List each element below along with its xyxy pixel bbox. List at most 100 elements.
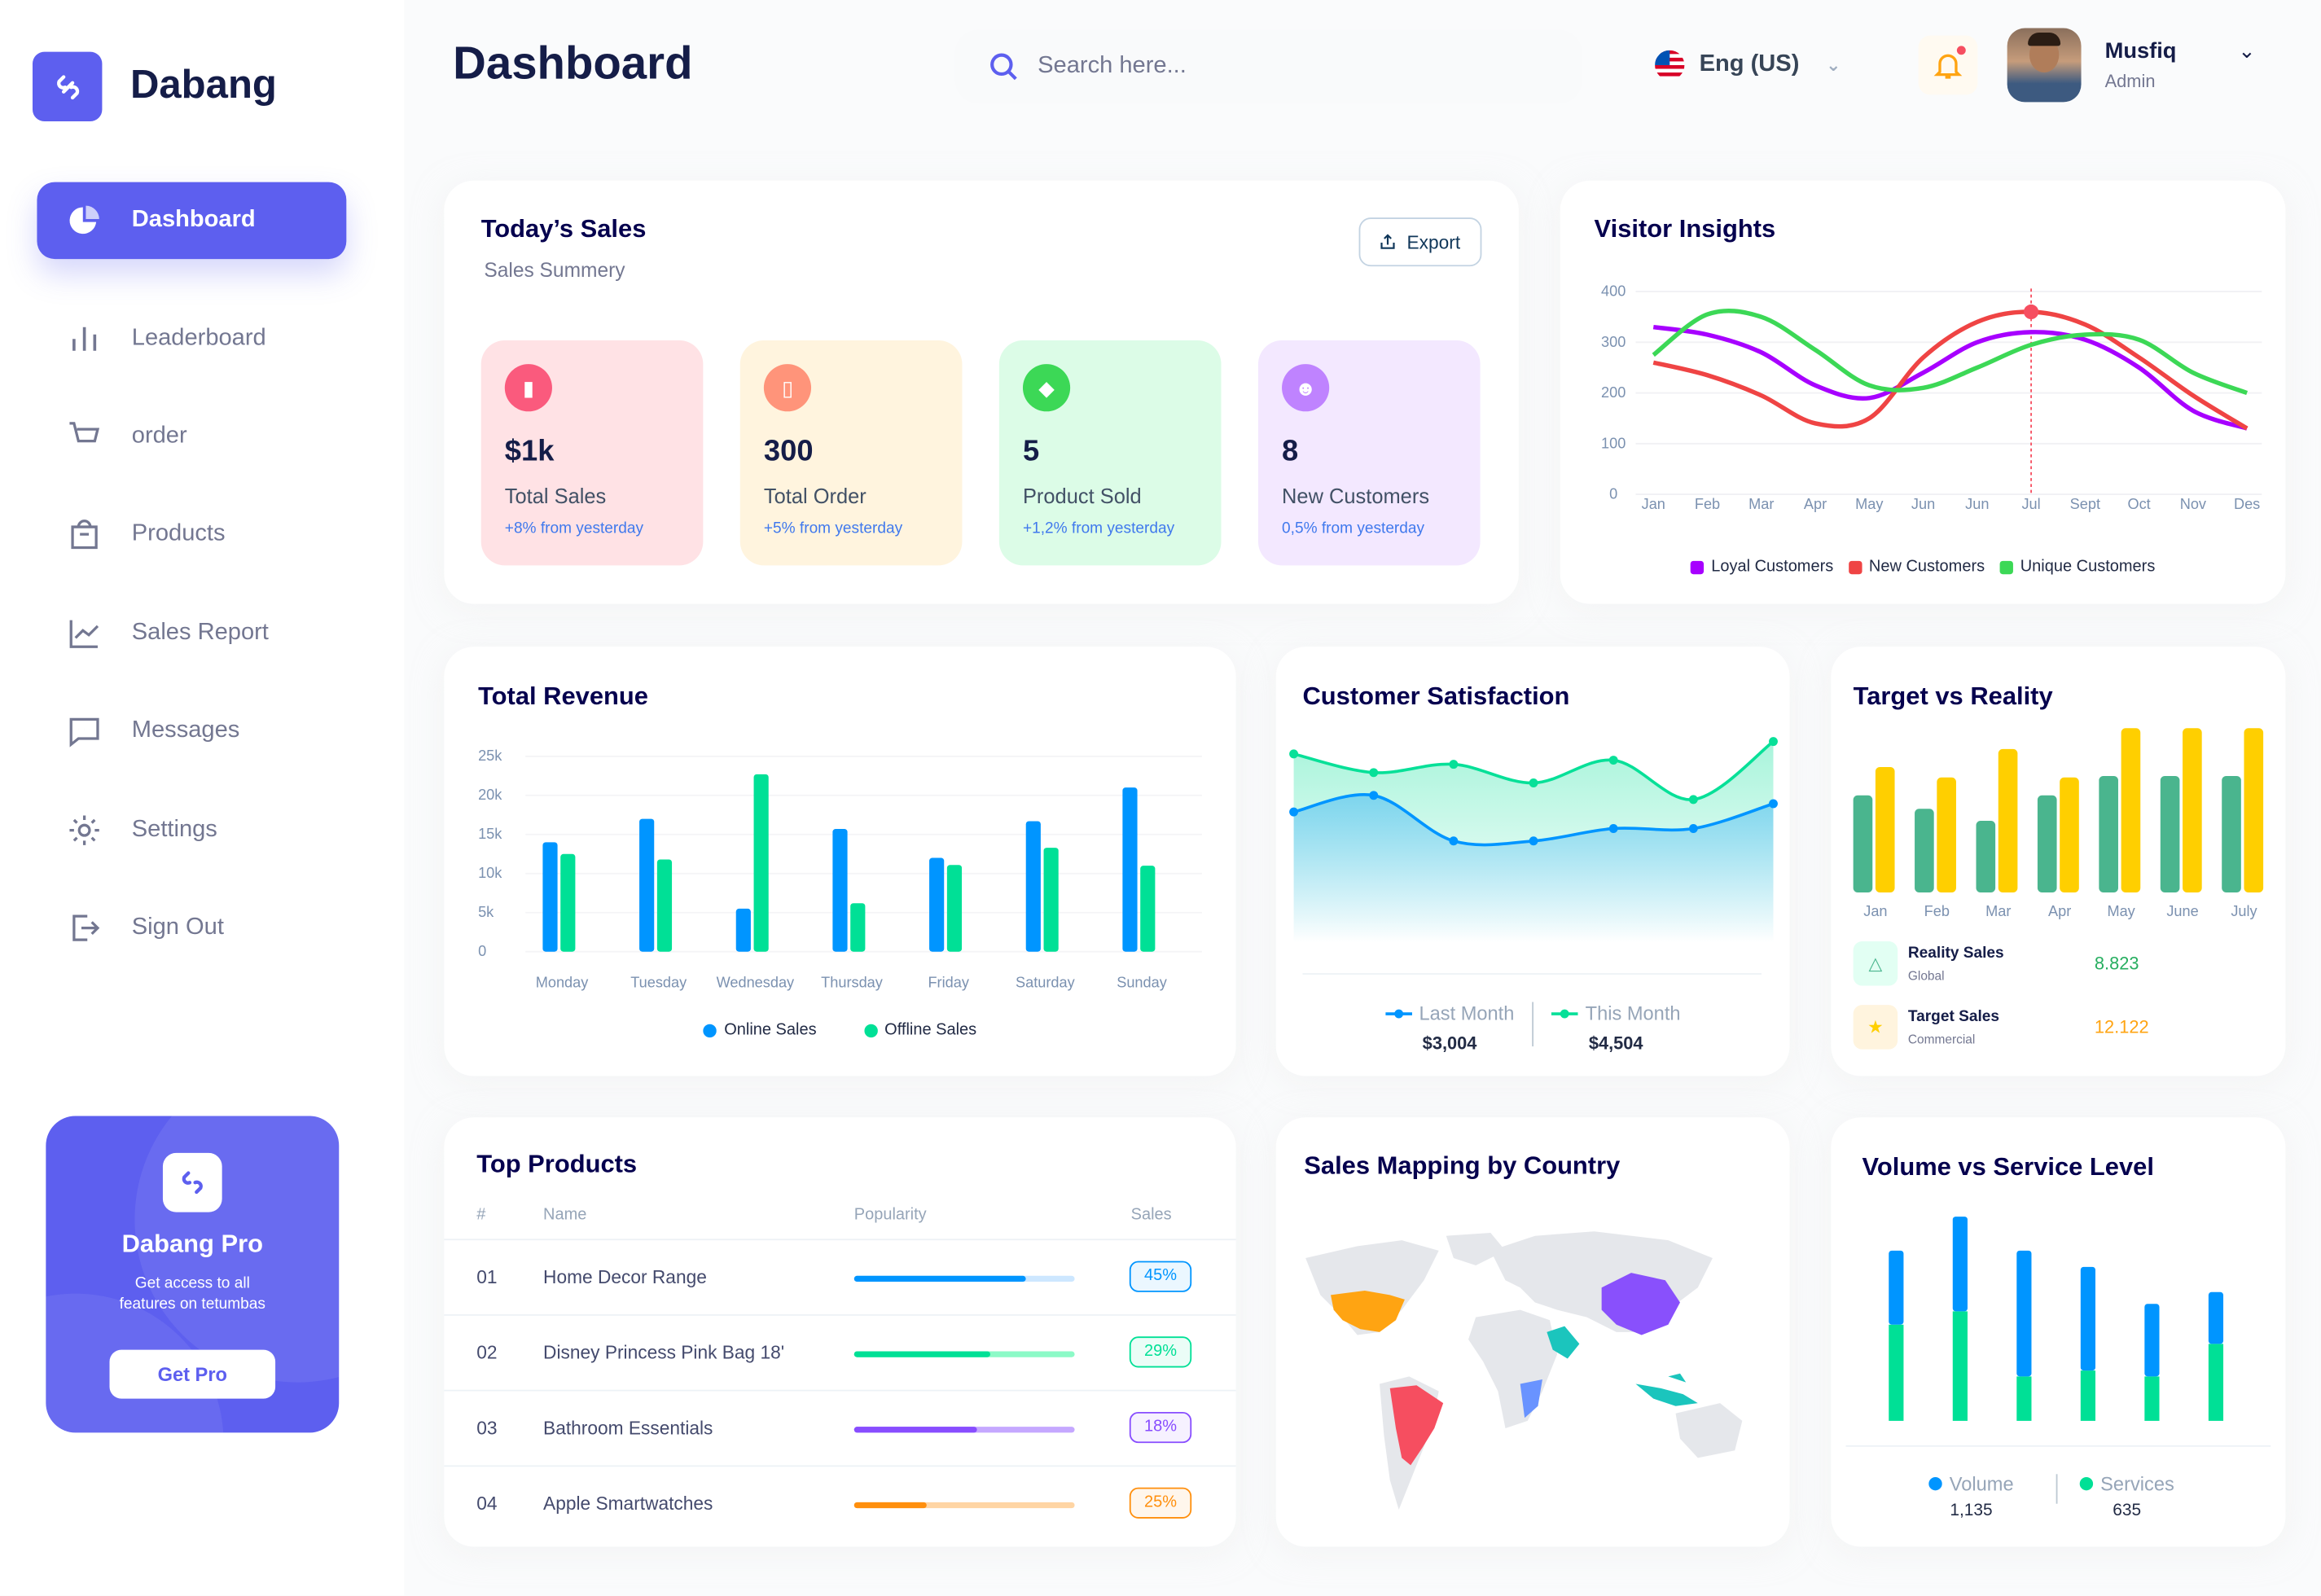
sidebar-item-messages[interactable]: Messages [37, 693, 346, 770]
customer-satisfaction-card: Customer Satisfaction Last Month $3,004 Th… [1275, 647, 1790, 1076]
stat-value: 5 [1022, 435, 1040, 468]
sidebar-item-leaderboard[interactable]: Leaderboard [37, 300, 346, 378]
data-point [1769, 799, 1778, 809]
sidebar-item-order[interactable]: order [37, 398, 346, 476]
x-tick-label: Sunday [1117, 974, 1168, 990]
stat-change: 0,5% from yesterday [1282, 519, 1425, 537]
x-tick-label: Nov [2180, 496, 2207, 512]
map-region-usa[interactable] [1331, 1290, 1405, 1332]
legend-item[interactable]: Last Month $3,004 [1384, 1002, 1514, 1054]
legend-total: $3,004 [1422, 1033, 1477, 1054]
legend-label: Unique Customers [2020, 558, 2156, 577]
legend-swatch [1690, 559, 1705, 574]
legend-item[interactable]: Online Sales [703, 1021, 817, 1039]
data-point [1529, 836, 1538, 846]
data-point [1688, 824, 1698, 833]
stat-change: +8% from yesterday [504, 519, 644, 537]
data-point [1608, 824, 1618, 833]
promo-text: Get access to all features on tetumbas [119, 1274, 265, 1313]
legend-label: Volume [1949, 1472, 2014, 1495]
volume-vs-service-chart [1845, 1217, 2271, 1447]
stat-label: New Customers [1282, 484, 1430, 508]
x-tick-label: Jun [1911, 496, 1935, 512]
export-button[interactable]: Export [1358, 217, 1482, 267]
stat-card-product-sold: ◆ 5 Product Sold +1,2% from yesterday [998, 340, 1222, 566]
user-menu-chevron-icon[interactable]: ⌄ [2238, 38, 2256, 63]
stat-label: Product Sold [1022, 484, 1142, 508]
x-tick-label: Mar [1985, 903, 2011, 919]
stat-value: 300 [763, 435, 814, 468]
legend-item[interactable]: Offline Sales [863, 1021, 976, 1039]
series-line-unique-customers [1652, 309, 2249, 396]
series-line-new-customers [1652, 309, 2249, 431]
x-tick-label: May [2107, 903, 2135, 919]
bar-offline-sales [946, 865, 963, 952]
data-point [1608, 756, 1618, 765]
sidebar-item-label: Products [131, 520, 226, 546]
language-selector[interactable]: Eng (US) ⌄ [1655, 50, 1841, 81]
legend-item[interactable]: New Customers [1848, 558, 1985, 576]
legend-total: $4,504 [1588, 1033, 1643, 1054]
legend-item[interactable]: Unique Customers [1999, 558, 2155, 576]
sidebar-item-dashboard[interactable]: Dashboard [37, 182, 347, 260]
avatar[interactable] [2007, 28, 2082, 103]
legend-label: This Month [1585, 1002, 1681, 1024]
x-tick-label: July [2231, 903, 2257, 919]
row-number: 03 [476, 1418, 498, 1439]
legend-total: 8.823 [2094, 953, 2139, 974]
series-line-loyal-customers [1652, 324, 2248, 431]
map-region-brazil[interactable] [1389, 1385, 1444, 1466]
legend-swatch [1928, 1476, 1942, 1491]
sidebar-item-sales-report[interactable]: Sales Report [37, 595, 346, 673]
map-region-central-africa[interactable] [1520, 1379, 1542, 1418]
pie-chart-icon [69, 205, 99, 235]
sidebar-item-settings[interactable]: Settings [37, 791, 346, 869]
x-tick-label: Sept [2070, 496, 2100, 512]
chevron-down-icon: ⌄ [1826, 55, 1841, 76]
table-row[interactable]: 02 Disney Princess Pink Bag 18' 29% [444, 1314, 1236, 1390]
stat-label: Total Order [763, 484, 867, 508]
bar-volume [1889, 1250, 1904, 1325]
bar-reality-sales [2160, 775, 2180, 893]
sidebar: Dabang Dashboard Leaderboard order Products… [0, 0, 405, 1596]
column-header: # [476, 1206, 486, 1225]
column-header: Name [543, 1206, 587, 1225]
legend-item[interactable]: Volume 1,135 [1928, 1472, 2014, 1520]
sidebar-item-label: Sign Out [131, 914, 224, 940]
popularity-bar [853, 1502, 1075, 1509]
bar-online-sales [929, 857, 945, 952]
table-row[interactable]: 04 Apple Smartwatches 25% [444, 1465, 1236, 1541]
map-region-china[interactable] [1601, 1273, 1680, 1335]
card-title: Total Revenue [478, 682, 648, 711]
bar-offline-sales [753, 774, 769, 952]
map-region-indonesia[interactable] [1635, 1373, 1698, 1406]
card-title: Customer Satisfaction [1302, 682, 1570, 711]
bar-reality-sales [2222, 775, 2241, 893]
legend-item[interactable]: Loyal Customers [1690, 558, 1833, 576]
card-title: Sales Mapping by Country [1304, 1151, 1621, 1180]
bar-chart-icon [72, 327, 97, 351]
sidebar-item-sign-out[interactable]: Sign Out [37, 889, 346, 967]
y-tick-label: 0 [478, 943, 486, 959]
legend-item[interactable]: This Month $4,504 [1551, 1002, 1681, 1054]
get-pro-button[interactable]: Get Pro [109, 1349, 276, 1399]
y-tick-label: 10k [478, 865, 502, 881]
top-products-card: Top Products # Name Popularity Sales 01 H… [444, 1117, 1236, 1547]
table-row[interactable]: 03 Bathroom Essentials 18% [444, 1389, 1236, 1466]
sidebar-item-products[interactable]: Products [37, 496, 346, 573]
card-title: Visitor Insights [1594, 214, 1776, 243]
notification-button[interactable] [1918, 35, 1978, 95]
table-row[interactable]: 01 Home Decor Range 45% [444, 1239, 1236, 1314]
bar-reality-sales [2037, 795, 2057, 893]
page-title: Dashboard [453, 37, 693, 90]
sales-badge: 29% [1129, 1336, 1192, 1368]
x-tick-label: Feb [1695, 496, 1720, 512]
bar-services [2144, 1376, 2160, 1421]
legend-item[interactable]: Services 635 [2079, 1473, 2174, 1520]
sign-out-icon [72, 914, 100, 941]
visitor-insights-card: Visitor Insights 0 100 200 300 400 Jan Feb Mar A… [1560, 180, 2286, 604]
bar-target-sales [2244, 728, 2264, 893]
legend-item: △ Reality Sales Global 8.823 [1853, 940, 2268, 986]
map-region-saudi-arabia[interactable] [1547, 1326, 1580, 1359]
search-input[interactable]: Search here... [954, 29, 1583, 104]
